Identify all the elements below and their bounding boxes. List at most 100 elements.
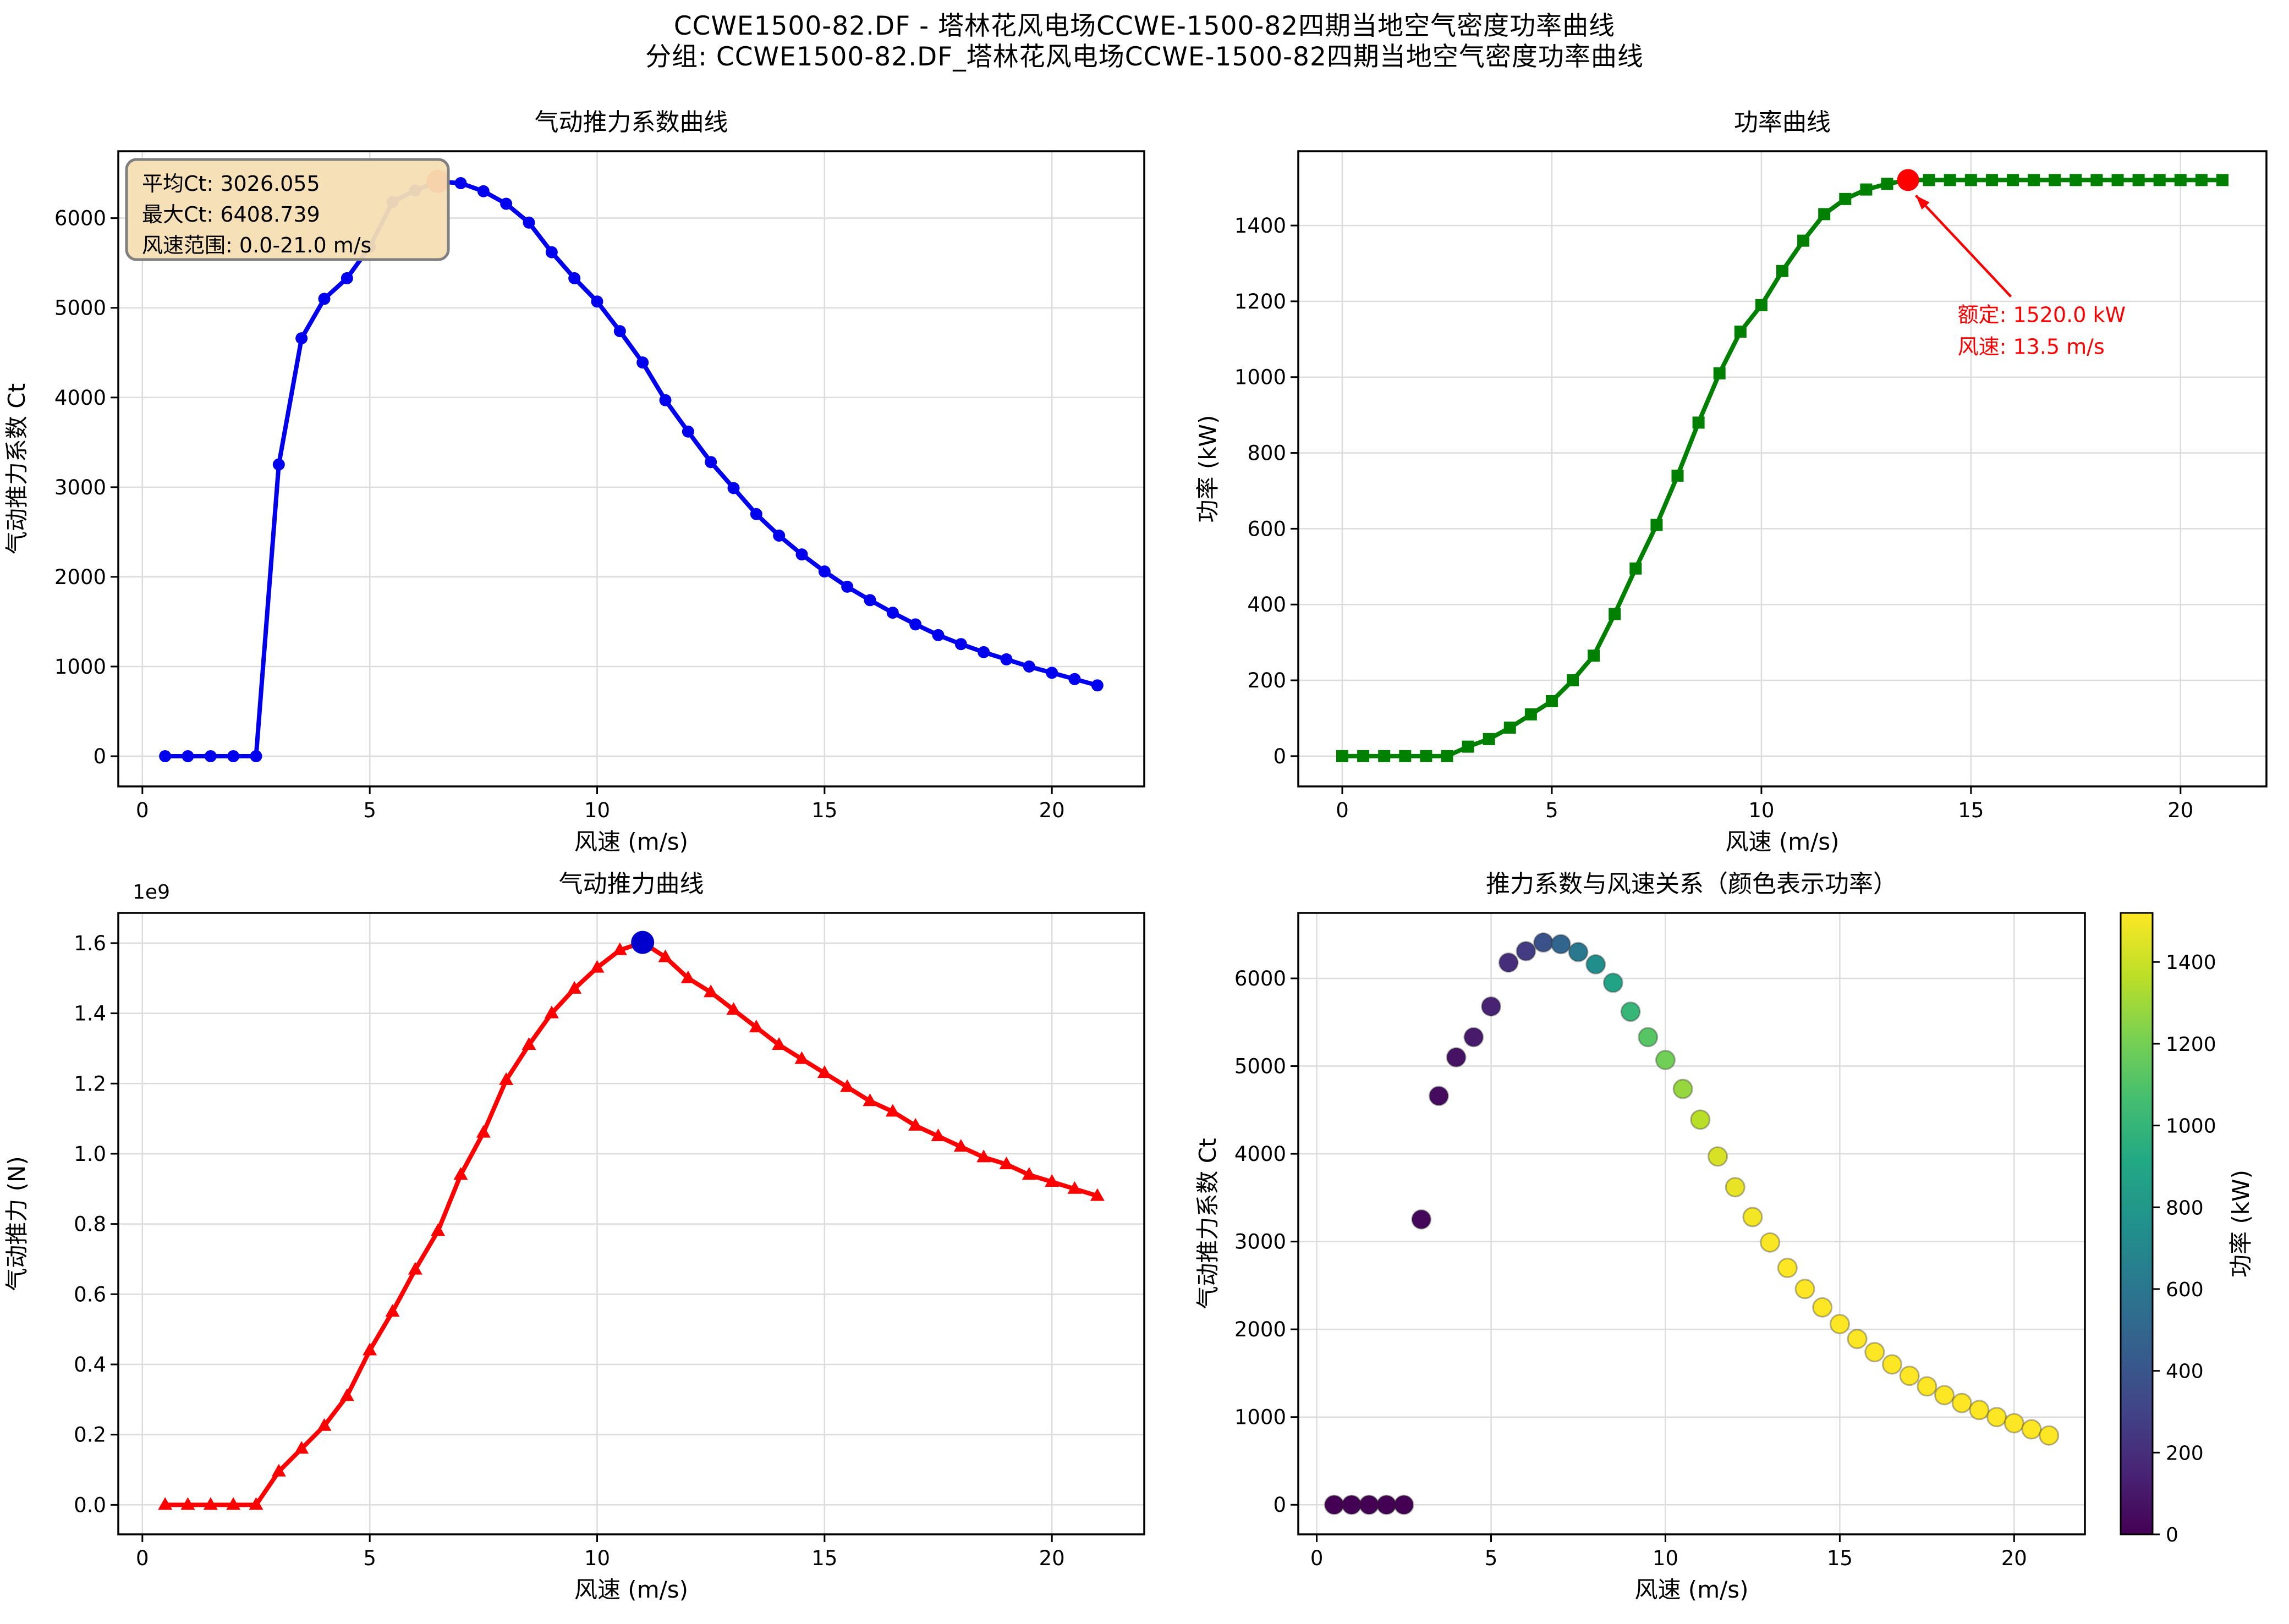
- y-tick-label: 3000: [54, 476, 106, 499]
- x-axis-label: 风速 (m/s): [1725, 828, 1839, 855]
- y-tick-label: 1200: [1234, 290, 1286, 313]
- x-tick-label: 15: [811, 799, 837, 822]
- data-point: [1620, 1001, 1641, 1022]
- rated-annotation: 额定: 1520.0 kW 风速: 13.5 m/s: [1914, 194, 2126, 359]
- stats-annotation-box: 平均Ct: 3026.055 最大Ct: 6408.739 风速范围: 0.0-21…: [125, 158, 450, 261]
- y-tick-label: 4000: [54, 386, 106, 410]
- y-tick-label: 1000: [54, 655, 106, 679]
- data-point: [1446, 1047, 1467, 1068]
- rated-annotation-line: 风速: 13.5 m/s: [1958, 334, 2105, 359]
- y-tick-label: 200: [1247, 669, 1286, 692]
- x-tick-label: 0: [1310, 1546, 1324, 1570]
- x-tick-label: 10: [1748, 799, 1774, 822]
- data-point: [1794, 1279, 1815, 1300]
- y-tick-label: 400: [1247, 593, 1286, 616]
- y-tick-label: 800: [1247, 442, 1286, 465]
- data-point: [1411, 1209, 1432, 1230]
- stats-line: 最大Ct: 6408.739: [142, 202, 320, 227]
- x-tick-label: 5: [363, 1546, 376, 1570]
- data-point: [1498, 952, 1519, 973]
- x-tick-label: 20: [1039, 799, 1065, 822]
- data-point: [1428, 1086, 1449, 1106]
- data-point: [1917, 1376, 1937, 1397]
- data-point: [1638, 1027, 1659, 1048]
- x-tick-label: 5: [1545, 799, 1558, 822]
- rated-annotation-line: 额定: 1520.0 kW: [1958, 302, 2126, 327]
- y-axis-label: 功率 (kW): [1194, 415, 1221, 523]
- data-point: [1847, 1329, 1868, 1350]
- axes: 0 5 10 15 20 0 1000 2000 3000 4000 5000 6000: [1234, 912, 2086, 1570]
- colorbar-tick-label: 1200: [2166, 1033, 2216, 1056]
- y-axis-label: 气动推力系数 Ct: [1194, 1138, 1221, 1309]
- y-tick-label: 4000: [1234, 1142, 1286, 1166]
- y-tick-label: 6000: [54, 207, 106, 230]
- axes: 0 5 10 15 20 0.0 0.2 0.4 0.6 0.8 1.0 1.2 1.4 1.6: [74, 912, 1145, 1570]
- data-point: [1986, 1407, 2007, 1428]
- data-point: [1585, 954, 1606, 975]
- x-tick-label: 20: [1039, 1546, 1065, 1570]
- data-point: [2039, 1425, 2060, 1446]
- chart-title: 气动推力曲线: [559, 870, 704, 898]
- colorbar-tick-label: 600: [2166, 1279, 2204, 1301]
- data-point: [1568, 942, 1589, 962]
- data-point: [1655, 1049, 1676, 1070]
- y-tick-label: 1.0: [74, 1142, 106, 1166]
- ct-power-scatter-chart: 0 5 10 15 200100020003000400050006000推力系数与风速…: [1194, 870, 2254, 1603]
- arrowhead-icon: [1915, 195, 1930, 210]
- stats-line: 平均Ct: 3026.055: [142, 172, 320, 196]
- x-tick-label: 0: [1336, 799, 1349, 822]
- x-axis-label: 风速 (m/s): [1634, 1576, 1748, 1603]
- stats-line: 风速范围: 0.0-21.0 m/s: [142, 233, 371, 257]
- colorbar-tick-label: 800: [2166, 1197, 2204, 1219]
- y-tick-label: 1.6: [74, 932, 106, 955]
- x-tick-label: 15: [1827, 1546, 1853, 1570]
- x-axis-label: 风速 (m/s): [574, 828, 688, 855]
- y-tick-label: 0.2: [74, 1423, 106, 1447]
- x-tick-label: 5: [363, 799, 376, 822]
- data-point: [1899, 1366, 1920, 1386]
- data-point: [1463, 1027, 1484, 1048]
- y-tick-label: 0.4: [74, 1353, 106, 1377]
- data-point: [1376, 1494, 1397, 1515]
- colorbar-tick-label: 1000: [2166, 1115, 2216, 1138]
- thrust-curve-chart: 0 5 10 15 20 0.0 0.2 0.4 0.6 0.8 1.0 1.2 1.4 1.6 气动推力曲…: [3, 870, 1145, 1603]
- x-tick-label: 15: [1958, 799, 1984, 822]
- data-point: [1393, 1494, 1414, 1515]
- data-point: [1725, 1177, 1745, 1198]
- ct-curve-chart: 0 5 10 15 20 0 1000 2000 3000 4000 5000 6000 气动推力系数曲…: [3, 108, 1145, 855]
- x-tick-label: 5: [1485, 1546, 1498, 1570]
- x-tick-label: 10: [1653, 1546, 1678, 1570]
- y-tick-label: 2000: [1234, 1318, 1286, 1341]
- data-point: [2021, 1419, 2042, 1440]
- y-tick-label: 3000: [1234, 1230, 1286, 1254]
- y-tick-label: 0: [1273, 745, 1286, 768]
- y-axis-label: 气动推力系数 Ct: [3, 383, 30, 554]
- y-tick-label: 0.8: [74, 1213, 106, 1236]
- y-tick-label: 5000: [54, 296, 106, 320]
- y-tick-label: 0: [93, 745, 106, 768]
- y-axis-label: 气动推力 (N): [3, 1156, 30, 1291]
- power-curve-chart: 0 5 10 15 200200400600800100012001400功率曲线风速 …: [1194, 108, 2268, 855]
- figure-title: CCWE1500-82.DF - 塔林花风电场CCWE-1500-82四期当地空…: [673, 11, 1616, 41]
- y-tick-label: 1400: [1234, 214, 1286, 238]
- y-tick-label: 2000: [54, 565, 106, 589]
- axis-offset-text: 1e9: [133, 881, 170, 904]
- chart-title: 气动推力系数曲线: [535, 108, 728, 136]
- colorbar-tick-label: 0: [2166, 1524, 2178, 1546]
- colorbar: 0 200 400 600 800 1000 1200 1400 功率 (kW): [2120, 912, 2254, 1546]
- axes: 0 5 10 15 20 0 1000 2000 3000 4000 5000 6000: [54, 150, 1145, 822]
- data-point: [1951, 1392, 1972, 1413]
- y-tick-label: 0.6: [74, 1282, 106, 1306]
- rated-power-point: [1897, 169, 1919, 191]
- y-tick-label: 1000: [1234, 366, 1286, 389]
- colorbar-tick-label: 400: [2166, 1361, 2204, 1383]
- data-point: [1777, 1257, 1798, 1278]
- data-point: [1324, 1494, 1344, 1515]
- data-point: [1812, 1297, 1833, 1318]
- data-point: [1829, 1314, 1850, 1335]
- chart-title: 功率曲线: [1734, 108, 1831, 136]
- data-point: [1881, 1354, 1902, 1375]
- data-point: [1533, 932, 1554, 953]
- data-point: [1602, 972, 1623, 993]
